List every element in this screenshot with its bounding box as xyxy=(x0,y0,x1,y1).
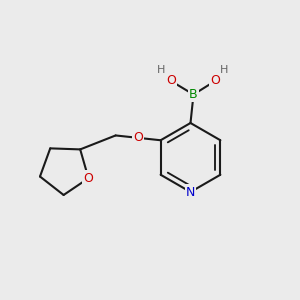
Text: H: H xyxy=(220,64,228,75)
Text: B: B xyxy=(189,88,198,101)
Text: O: O xyxy=(166,74,176,88)
Text: N: N xyxy=(186,185,195,199)
Text: O: O xyxy=(210,74,220,88)
Text: H: H xyxy=(157,64,166,75)
Text: O: O xyxy=(133,131,143,144)
Text: O: O xyxy=(83,172,93,185)
